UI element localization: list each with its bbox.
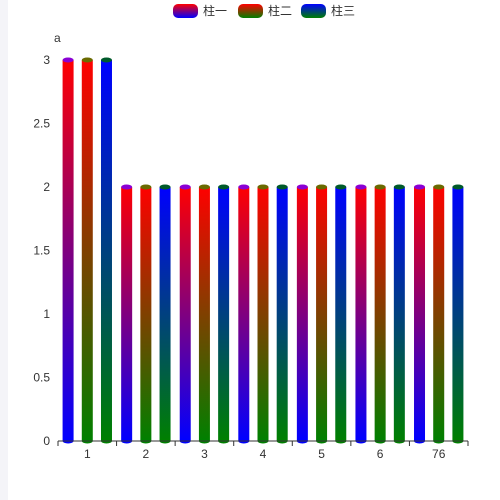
legend-label: 柱一 — [203, 3, 227, 18]
bar[interactable] — [100, 60, 112, 441]
bar-top-cap — [62, 57, 74, 63]
bar[interactable] — [374, 187, 386, 441]
y-axis-ticks: 0 0.5 1 1.5 2 2.5 3 — [33, 53, 50, 448]
bar[interactable] — [257, 187, 269, 441]
x-tick-label: 76 — [432, 447, 446, 461]
bar[interactable] — [393, 187, 405, 441]
y-tick-label: 2.5 — [33, 117, 50, 131]
x-tick-label: 2 — [143, 447, 150, 461]
x-tick-label: 5 — [318, 447, 325, 461]
y-tick-label: 1.5 — [33, 244, 50, 258]
legend-swatch — [173, 4, 198, 18]
legend-swatch — [238, 4, 263, 18]
legend-item[interactable]: 柱二 — [238, 3, 292, 18]
bar-top-cap — [452, 184, 464, 190]
bar[interactable] — [159, 187, 171, 441]
bar-top-cap — [140, 184, 152, 190]
bar[interactable] — [316, 187, 328, 441]
bar[interactable] — [140, 187, 152, 441]
legend-item[interactable]: 柱三 — [301, 3, 355, 18]
legend-label: 柱三 — [331, 3, 355, 18]
bar[interactable] — [62, 60, 74, 441]
bar-top-cap — [433, 184, 445, 190]
bar[interactable] — [335, 187, 347, 441]
y-tick-label: 2 — [43, 180, 50, 194]
bar[interactable] — [276, 187, 288, 441]
legend-label: 柱二 — [268, 3, 292, 18]
x-tick-label: 4 — [260, 447, 267, 461]
bar-top-cap — [121, 184, 133, 190]
x-tick-label: 1 — [84, 447, 91, 461]
bar-top-cap — [81, 57, 93, 63]
y-tick-label: 0 — [43, 434, 50, 448]
bar-top-cap — [100, 57, 112, 63]
y-tick-label: 0.5 — [33, 371, 50, 385]
bar-top-cap — [414, 184, 426, 190]
bar-top-cap — [257, 184, 269, 190]
bar[interactable] — [179, 187, 191, 441]
bar-top-cap — [393, 184, 405, 190]
legend-swatch — [301, 4, 326, 18]
bar-top-cap — [374, 184, 386, 190]
x-tick-label: 6 — [377, 447, 384, 461]
legend: 柱一 柱二 柱三 — [173, 3, 355, 18]
bar-top-cap — [276, 184, 288, 190]
y-tick-label: 1 — [43, 307, 50, 321]
bar[interactable] — [218, 187, 230, 441]
bar-chart: 柱一 柱二 柱三 a 0 0.5 1 1.5 2 2.5 3 1 2 3 4 5 6 76 — [33, 3, 469, 461]
bar[interactable] — [121, 187, 133, 441]
bar[interactable] — [238, 187, 250, 441]
x-tick-label: 3 — [201, 447, 208, 461]
bars — [62, 57, 464, 444]
bar-top-cap — [355, 184, 367, 190]
x-axis-ticks: 1 2 3 4 5 6 76 — [57, 441, 469, 461]
y-tick-label: 3 — [43, 53, 50, 67]
bar[interactable] — [414, 187, 426, 441]
chart-panel: 柱一 柱二 柱三 a 0 0.5 1 1.5 2 2.5 3 1 2 3 4 5 6 76 — [8, 0, 500, 500]
bar-top-cap — [159, 184, 171, 190]
bar-top-cap — [335, 184, 347, 190]
bar-top-cap — [218, 184, 230, 190]
bar-top-cap — [238, 184, 250, 190]
bar-top-cap — [198, 184, 210, 190]
bar-top-cap — [316, 184, 328, 190]
legend-item[interactable]: 柱一 — [173, 3, 227, 18]
bar[interactable] — [433, 187, 445, 441]
bar-top-cap — [179, 184, 191, 190]
bar[interactable] — [355, 187, 367, 441]
bar[interactable] — [296, 187, 308, 441]
y-axis-label: a — [54, 31, 61, 45]
bar[interactable] — [198, 187, 210, 441]
bar[interactable] — [452, 187, 464, 441]
bar-top-cap — [296, 184, 308, 190]
bar[interactable] — [81, 60, 93, 441]
